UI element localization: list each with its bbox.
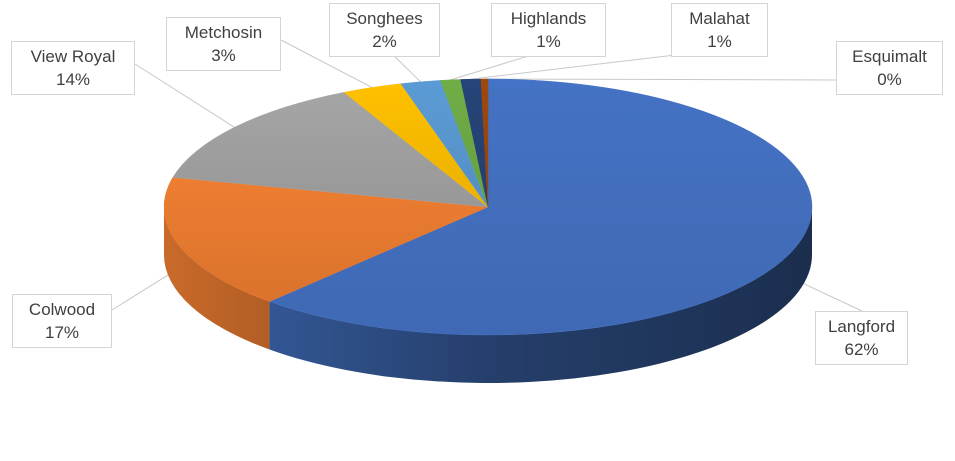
leader-line-esquimalt (484, 78, 837, 81)
slice-view-royal (172, 92, 489, 208)
leader-line-metchosin (280, 39, 373, 88)
data-label-langford: Langford 62% (815, 311, 908, 365)
label-name: Malahat (689, 9, 750, 28)
label-value: 3% (211, 46, 236, 65)
slice-colwood (163, 177, 489, 302)
leader-line-colwood (111, 268, 179, 311)
label-value: 17% (44, 323, 80, 342)
label-name: View Royal (30, 47, 116, 66)
data-label-esquimalt: Esquimalt 0% (836, 41, 943, 95)
label-name: Langford (827, 317, 896, 336)
data-label-malahat: Malahat 1% (671, 3, 768, 57)
label-value: 1% (536, 32, 561, 51)
label-value: 0% (877, 70, 902, 89)
leader-lines (111, 39, 863, 312)
label-value: 2% (372, 32, 397, 51)
pie-side-walls (164, 207, 812, 383)
label-name: Highlands (510, 9, 587, 28)
data-label-colwood: Colwood 17% (12, 294, 112, 348)
data-label-metchosin: Metchosin 3% (166, 17, 281, 71)
leader-line-view-royal (134, 63, 235, 128)
data-label-highlands: Highlands 1% (491, 3, 606, 57)
slice-esquimalt (480, 78, 489, 208)
label-name: Colwood (28, 300, 96, 319)
slice-side-colwood (164, 207, 270, 350)
label-name: Esquimalt (852, 47, 927, 66)
label-name: Songhees (346, 9, 423, 28)
data-label-songhees: Songhees 2% (329, 3, 440, 57)
label-name: Metchosin (184, 23, 263, 42)
data-label-view-royal: View Royal 14% (11, 41, 135, 95)
slice-side-langford (269, 207, 812, 383)
label-value: 14% (55, 70, 91, 89)
pie-top-faces (163, 78, 813, 336)
label-value: 62% (844, 340, 879, 359)
slice-langford (268, 78, 813, 336)
label-value: 1% (707, 32, 732, 51)
